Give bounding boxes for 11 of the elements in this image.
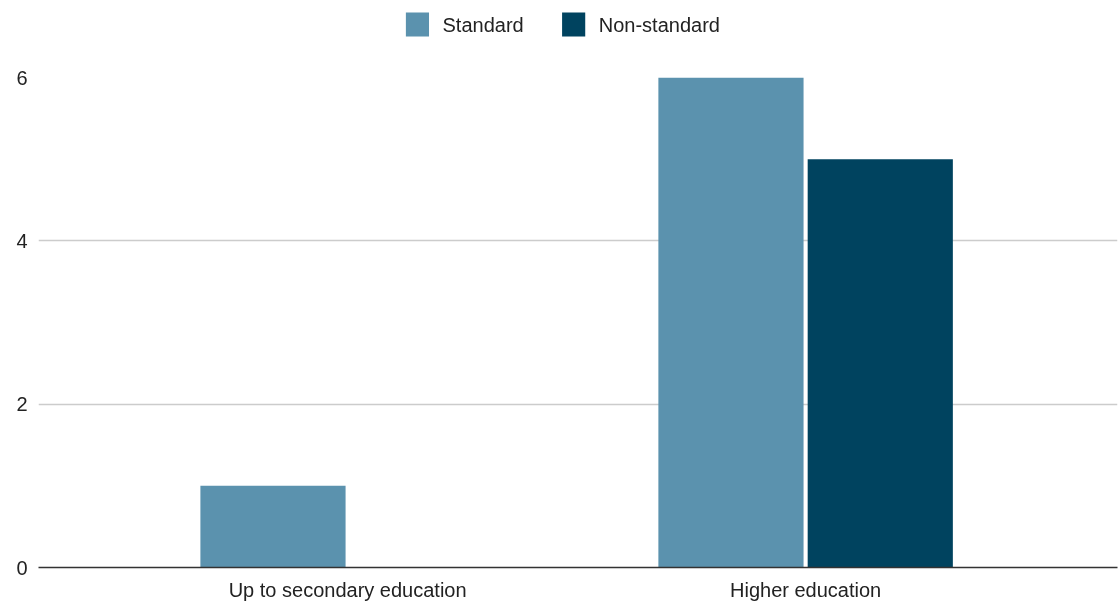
y-tick-label: 4: [16, 229, 28, 252]
x-tick-label: Higher education: [730, 578, 882, 601]
bar: [807, 159, 953, 568]
bar: [658, 77, 804, 568]
legend-label: Standard: [442, 13, 524, 36]
y-tick-label: 6: [16, 66, 28, 89]
legend-label: Non-standard: [598, 13, 720, 36]
x-tick-label: Up to secondary education: [228, 578, 467, 601]
y-tick-label: 0: [16, 556, 28, 579]
bar: [200, 485, 346, 568]
y-tick-label: 2: [16, 393, 28, 416]
